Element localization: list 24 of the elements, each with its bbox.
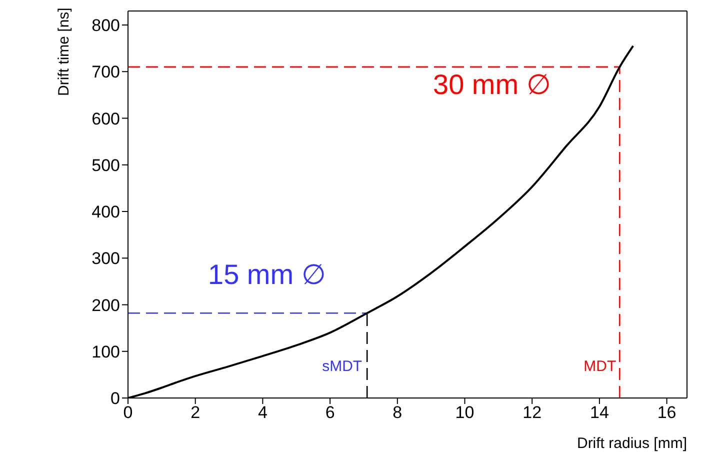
x-tick-label: 2	[190, 403, 200, 422]
x-tick-label: 10	[455, 403, 474, 422]
y-tick-label: 600	[92, 109, 120, 128]
ref-line-label: MDT	[584, 358, 616, 375]
x-tick-label: 0	[123, 403, 133, 422]
y-tick-label: 500	[92, 156, 120, 175]
x-axis-title: Drift radius [mm]	[576, 435, 687, 452]
x-tick-label: 4	[258, 403, 268, 422]
y-axis-title: Drift time [ns]	[56, 8, 73, 96]
x-tick-label: 16	[657, 403, 676, 422]
x-tick-label: 6	[325, 403, 335, 422]
y-tick-label: 100	[92, 342, 120, 362]
y-tick-label: 400	[92, 202, 120, 222]
y-tick-label: 0	[110, 389, 120, 408]
x-tick-label: 14	[590, 403, 609, 422]
annotation: 30 mm ∅	[433, 68, 550, 101]
y-tick-label: 200	[92, 296, 120, 315]
y-tick-label: 800	[92, 16, 120, 36]
annotation: 15 mm ∅	[208, 258, 326, 291]
ref-line-label: sMDT	[322, 358, 362, 375]
y-tick-label: 300	[92, 249, 120, 268]
x-tick-label: 12	[522, 403, 542, 422]
x-tick-label: 8	[392, 403, 402, 422]
y-tick-label: 700	[92, 62, 120, 82]
